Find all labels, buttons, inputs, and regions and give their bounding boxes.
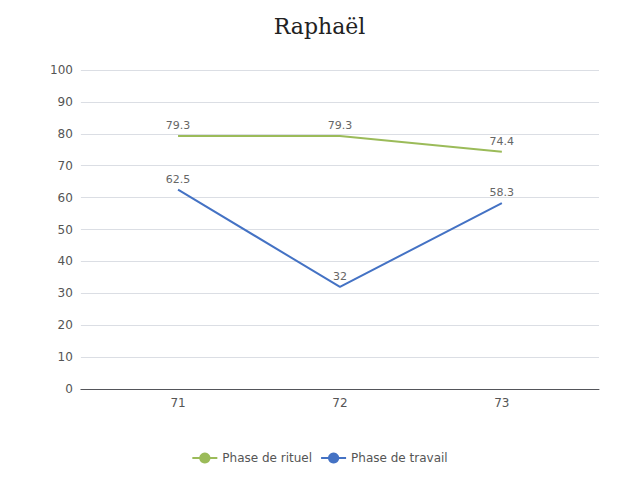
svg-text:30: 30 — [58, 286, 73, 300]
svg-text:72: 72 — [332, 396, 347, 410]
svg-text:71: 71 — [170, 396, 185, 410]
svg-text:Phase de travail: Phase de travail — [351, 451, 448, 465]
svg-text:Raphaël: Raphaël — [274, 14, 366, 39]
svg-text:62.5: 62.5 — [166, 173, 191, 186]
svg-text:80: 80 — [58, 127, 73, 141]
svg-text:70: 70 — [58, 159, 73, 173]
svg-text:90: 90 — [58, 95, 73, 109]
svg-text:40: 40 — [58, 254, 73, 268]
svg-text:79.3: 79.3 — [166, 119, 191, 132]
svg-text:79.3: 79.3 — [328, 119, 353, 132]
svg-text:10: 10 — [58, 350, 73, 364]
svg-text:32: 32 — [333, 270, 347, 283]
svg-text:0: 0 — [65, 382, 73, 396]
svg-text:74.4: 74.4 — [490, 135, 514, 148]
svg-text:73: 73 — [494, 396, 509, 410]
svg-text:20: 20 — [58, 318, 73, 332]
svg-text:Phase de rituel: Phase de rituel — [222, 451, 312, 465]
svg-text:60: 60 — [58, 191, 73, 205]
svg-text:50: 50 — [58, 223, 73, 237]
svg-text:100: 100 — [50, 63, 73, 77]
svg-text:58.3: 58.3 — [490, 186, 514, 199]
